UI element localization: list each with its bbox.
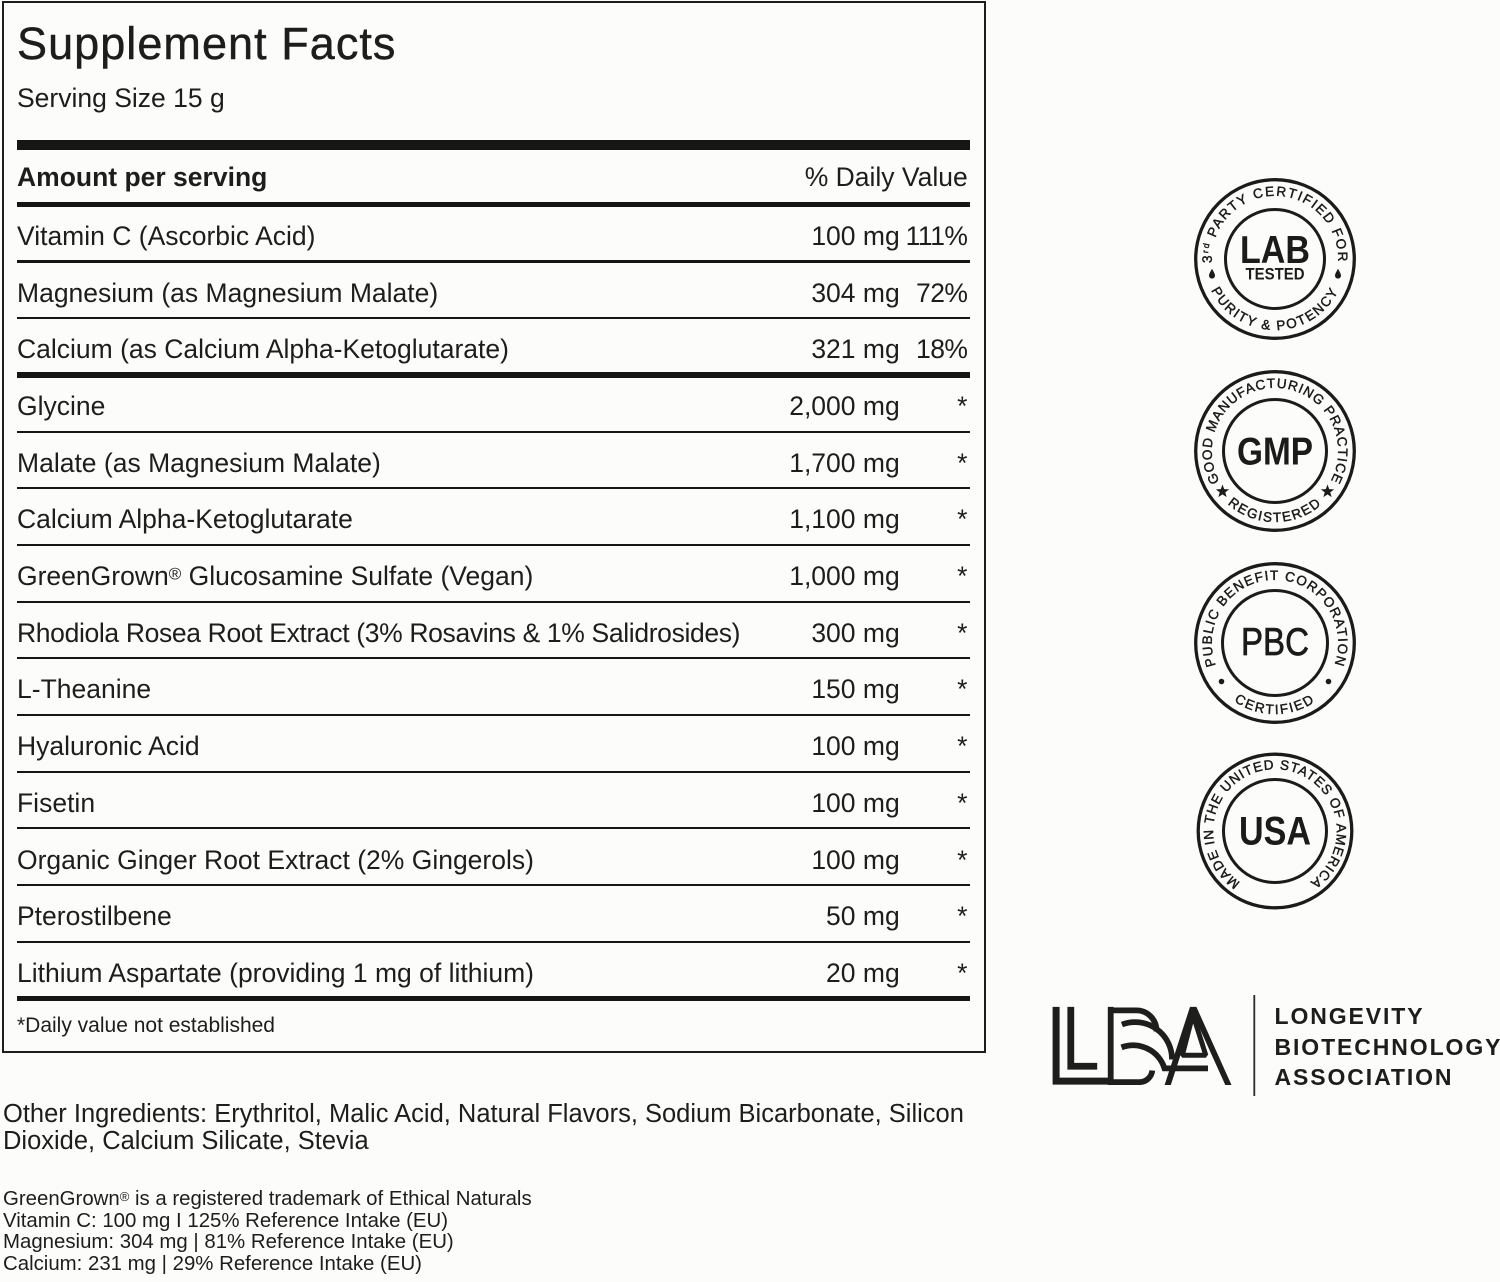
svg-text:TESTED: TESTED xyxy=(1246,265,1305,283)
svg-text:LAB: LAB xyxy=(1240,228,1310,271)
svg-text:USA: USA xyxy=(1239,809,1311,853)
svg-text:GMP: GMP xyxy=(1237,430,1313,473)
svg-text:PBC: PBC xyxy=(1241,621,1309,664)
